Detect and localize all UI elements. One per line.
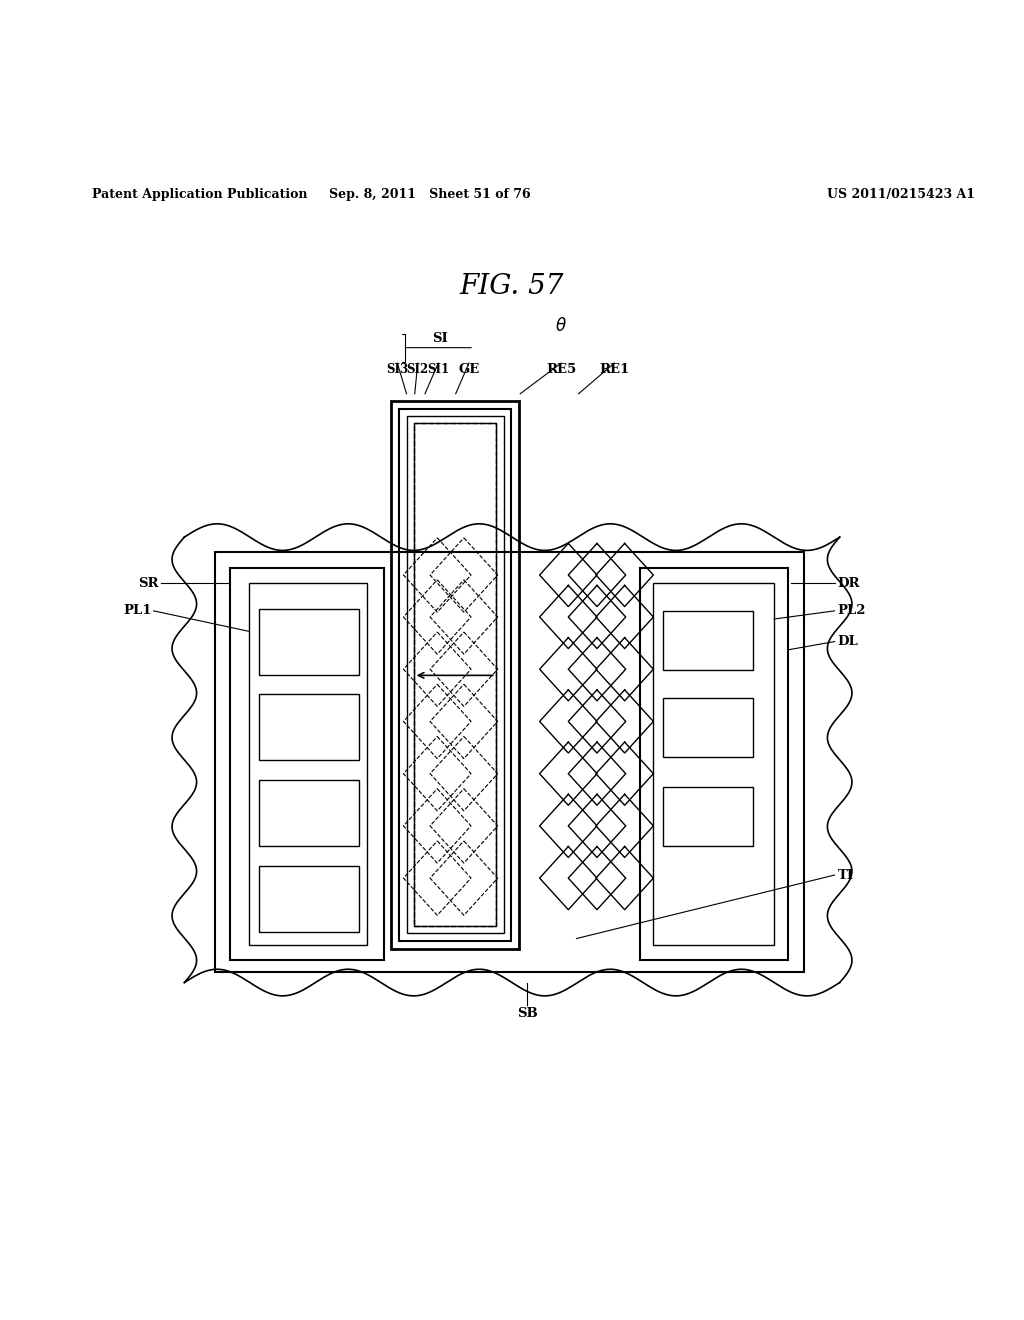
Bar: [653, 583, 774, 945]
Text: $\theta$: $\theta$: [555, 317, 567, 335]
Bar: [259, 694, 359, 760]
Text: SI: SI: [432, 331, 449, 345]
Text: RE5: RE5: [546, 363, 577, 376]
Text: PL1: PL1: [123, 605, 152, 618]
Text: SI2: SI2: [407, 363, 429, 376]
Text: Sep. 8, 2011   Sheet 51 of 76: Sep. 8, 2011 Sheet 51 of 76: [330, 187, 530, 201]
Text: DL: DL: [838, 635, 858, 648]
Bar: [259, 780, 359, 846]
Bar: [640, 568, 788, 960]
Bar: [414, 424, 496, 927]
Text: RE1: RE1: [599, 363, 630, 376]
Text: SI3: SI3: [386, 363, 409, 376]
Bar: [249, 583, 367, 945]
Text: Patent Application Publication: Patent Application Publication: [92, 187, 307, 201]
Bar: [259, 609, 359, 676]
Bar: [391, 401, 519, 949]
Text: GE: GE: [459, 363, 479, 376]
Text: DR: DR: [838, 577, 860, 590]
Bar: [215, 553, 804, 973]
Bar: [230, 568, 384, 960]
Text: SI1: SI1: [427, 363, 450, 376]
Bar: [663, 611, 753, 671]
Text: PL2: PL2: [838, 605, 866, 618]
Bar: [259, 866, 359, 932]
Text: US 2011/0215423 A1: US 2011/0215423 A1: [827, 187, 975, 201]
Bar: [414, 424, 496, 927]
Text: FIG. 57: FIG. 57: [460, 273, 564, 300]
Text: SB: SB: [517, 1007, 538, 1020]
Bar: [663, 787, 753, 846]
Bar: [663, 698, 753, 758]
Bar: [407, 416, 504, 933]
Text: TI: TI: [838, 869, 854, 882]
Text: SR: SR: [138, 577, 159, 590]
Bar: [399, 409, 511, 941]
